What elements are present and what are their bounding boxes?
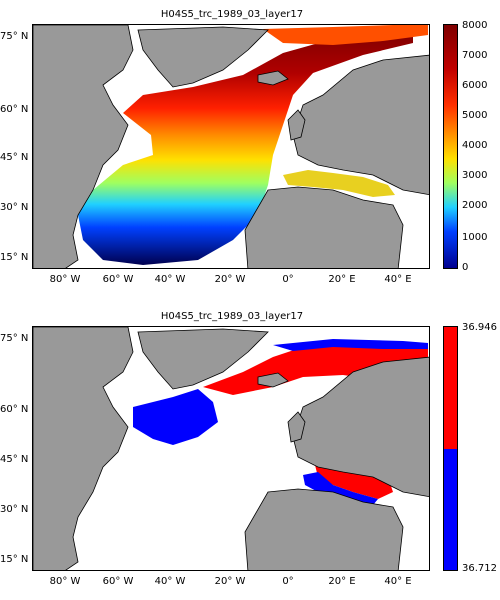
tracer-field-arctic — [263, 25, 428, 45]
bottom-xlabel-60w: 60° W — [102, 576, 134, 587]
top-xlabel-20w: 20° W — [214, 274, 246, 285]
top-xlabel-60w: 60° W — [102, 274, 134, 285]
top-colorbar-tick-0: 0 — [462, 262, 469, 273]
bottom-colorbar-low-half — [444, 448, 457, 570]
bottom-xlabel-80w: 80° W — [49, 576, 81, 587]
bottom-ylabel-15n: 15° N — [0, 554, 29, 565]
top-xlabel-0: 0° — [282, 274, 294, 285]
bottom-xlabel-20e: 20° E — [328, 576, 356, 587]
bottom-xlabel-20w: 20° W — [214, 576, 246, 587]
bottom-xlabel-0: 0° — [282, 576, 294, 587]
bottom-panel-title: H04S5_trc_1989_03_layer17 — [160, 311, 304, 322]
top-panel-title: H04S5_trc_1989_03_layer17 — [160, 9, 304, 20]
low-value-edge-north — [273, 339, 428, 351]
bottom-xlabel-40w: 40° W — [154, 576, 186, 587]
top-ylabel-75n: 75° N — [0, 31, 29, 42]
north-america-landmass — [33, 25, 134, 268]
eurasia-landmass — [292, 54, 429, 196]
top-colorbar-tick-4000: 4000 — [462, 140, 488, 151]
top-colorbar-tick-8000: 8000 — [462, 20, 488, 31]
top-ylabel-15n: 15° N — [0, 252, 29, 263]
low-value-edge-mediterranean — [303, 472, 378, 505]
top-xlabel-80w: 80° W — [49, 274, 81, 285]
eurasia-landmass — [292, 356, 429, 498]
low-value-patch — [133, 389, 218, 445]
bottom-ylabel-45n: 45° N — [0, 454, 29, 465]
africa-landmass — [244, 488, 404, 570]
bottom-colorbar — [443, 326, 458, 571]
top-xlabel-40w: 40° W — [154, 274, 186, 285]
top-map-svg — [33, 25, 429, 268]
bottom-ylabel-60n: 60° N — [0, 404, 29, 415]
bottom-map-svg — [33, 327, 429, 570]
top-colorbar-tick-7000: 7000 — [462, 50, 488, 61]
bottom-colorbar-high-half — [444, 327, 457, 449]
top-xlabel-40e: 40° E — [384, 274, 412, 285]
tracer-field-mediterranean — [283, 170, 395, 197]
bottom-ylabel-30n: 30° N — [0, 504, 29, 515]
top-ylabel-30n: 30° N — [0, 202, 29, 213]
top-xlabel-20e: 20° E — [328, 274, 356, 285]
top-map[interactable] — [32, 24, 430, 269]
iceland-landmass — [257, 70, 289, 86]
top-colorbar-tick-1000: 1000 — [462, 232, 488, 243]
bottom-ylabel-75n: 75° N — [0, 333, 29, 344]
top-colorbar — [443, 24, 458, 269]
bottom-map[interactable] — [32, 326, 430, 571]
north-america-landmass — [33, 327, 134, 570]
greenland-landmass — [137, 328, 269, 390]
top-colorbar-tick-3000: 3000 — [462, 170, 488, 181]
british-isles-landmass — [287, 411, 306, 443]
british-isles-landmass — [287, 109, 306, 141]
top-ylabel-45n: 45° N — [0, 152, 29, 163]
iceland-landmass — [257, 372, 289, 388]
tracer-field-main — [78, 31, 413, 265]
bottom-colorbar-top-label: 36.946 — [462, 322, 497, 333]
bottom-colorbar-bottom-label: 36.712 — [462, 563, 497, 574]
top-colorbar-tick-5000: 5000 — [462, 110, 488, 121]
top-colorbar-tick-6000: 6000 — [462, 80, 488, 91]
africa-landmass — [244, 186, 404, 268]
greenland-landmass — [137, 26, 269, 88]
top-colorbar-tick-2000: 2000 — [462, 200, 488, 211]
top-ylabel-60n: 60° N — [0, 104, 29, 115]
bottom-xlabel-40e: 40° E — [384, 576, 412, 587]
